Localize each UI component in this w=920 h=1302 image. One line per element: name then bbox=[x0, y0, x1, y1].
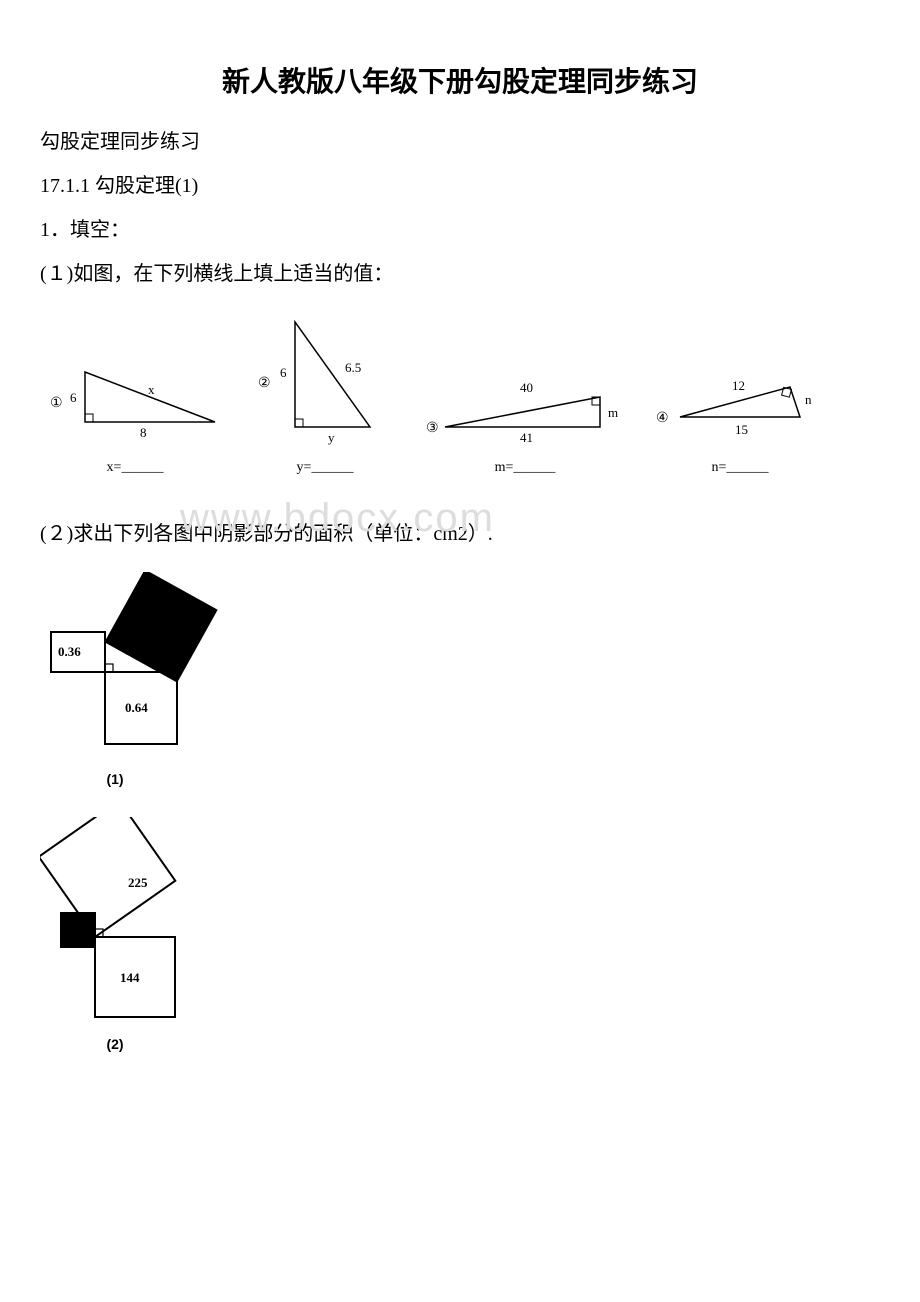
triangle-3-answer: m=______ bbox=[495, 460, 556, 476]
triangle-3: ③ 40 41 m m=______ bbox=[420, 362, 630, 476]
triangle-3-leg-a: 40 bbox=[520, 380, 533, 395]
triangle-2-number: ② bbox=[258, 374, 271, 390]
triangle-3-leg-b: m bbox=[608, 405, 618, 420]
triangle-4-leg-b: n bbox=[805, 392, 812, 407]
triangle-1-leg-b: 8 bbox=[140, 425, 147, 440]
square-2-label: (2) bbox=[40, 1036, 190, 1052]
section-number: 17.1.1 勾股定理(1) bbox=[40, 168, 880, 204]
square-figure-1: 0.64 0.36 0.36 (1) bbox=[40, 572, 880, 787]
triangle-figures-row: ① 6 8 x x=______ ② 6 6.5 y y=______ bbox=[40, 312, 880, 476]
svg-text:0.36: 0.36 bbox=[58, 644, 81, 659]
triangle-1-answer: x=______ bbox=[107, 460, 164, 476]
triangle-1: ① 6 8 x x=______ bbox=[40, 342, 230, 476]
triangle-3-number: ③ bbox=[426, 419, 439, 435]
triangle-2-hyp: 6.5 bbox=[345, 360, 361, 375]
question-1: 1．填空： bbox=[40, 212, 880, 248]
triangle-4-leg-a: 12 bbox=[732, 378, 745, 393]
subtitle: 勾股定理同步练习 bbox=[40, 124, 880, 160]
square-1-label: (1) bbox=[40, 771, 190, 787]
question-1-1: (１)如图，在下列横线上填上适当的值： bbox=[40, 256, 880, 292]
square-2-top-label: 225 bbox=[128, 875, 148, 890]
triangle-2-leg-a: 6 bbox=[280, 365, 287, 380]
question-1-2: (２)求出下列各图中阴影部分的面积（单位：cm2）. bbox=[40, 516, 880, 552]
square-1-bottom-label: 0.64 bbox=[125, 700, 148, 715]
triangle-1-hyp: x bbox=[148, 382, 155, 397]
triangle-4-answer: n=______ bbox=[712, 460, 769, 476]
triangle-2: ② 6 6.5 y y=______ bbox=[250, 312, 400, 476]
triangle-1-leg-a: 6 bbox=[70, 390, 77, 405]
square-figure-2: 144 225 (2) bbox=[40, 817, 880, 1052]
triangle-4-hyp: 15 bbox=[735, 422, 748, 437]
triangle-4-number: ④ bbox=[656, 409, 669, 425]
triangle-2-leg-b: y bbox=[328, 430, 335, 445]
page-title: 新人教版八年级下册勾股定理同步练习 bbox=[40, 60, 880, 100]
triangle-2-answer: y=______ bbox=[297, 460, 354, 476]
triangle-4: ④ 12 15 n n=______ bbox=[650, 362, 830, 476]
square-figures: 0.64 0.36 0.36 (1) bbox=[40, 572, 880, 1052]
square-2-bottom-label: 144 bbox=[120, 970, 140, 985]
triangle-3-hyp: 41 bbox=[520, 430, 533, 445]
triangle-1-number: ① bbox=[50, 394, 63, 410]
